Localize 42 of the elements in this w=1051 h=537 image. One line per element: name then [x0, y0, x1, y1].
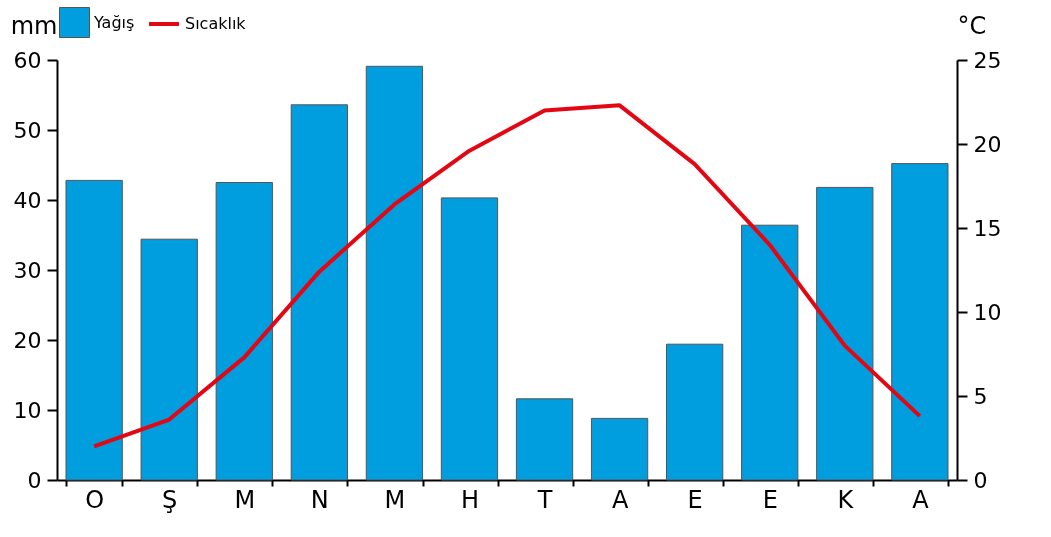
y-tick-label: 50 — [13, 117, 42, 143]
y-tick-label: 10 — [13, 397, 42, 423]
x-tick-label: O — [85, 485, 105, 514]
x-tick-label: E — [687, 485, 703, 514]
y-tick-label: 30 — [13, 257, 42, 283]
x-tick-label: H — [460, 485, 479, 514]
x-tick-label: M — [234, 485, 256, 514]
legend-label: Yağış — [93, 12, 135, 32]
bar — [891, 163, 949, 481]
x-tick-label: K — [837, 485, 855, 514]
y-tick-label: 0 — [27, 467, 42, 493]
bar — [290, 104, 348, 481]
x-tick-label: M — [384, 485, 406, 514]
y2-axis-title: °C — [957, 11, 987, 40]
bar — [666, 343, 724, 481]
y-tick-label: 60 — [13, 47, 42, 73]
x-tick-label: N — [310, 485, 329, 514]
x-tick-label: A — [912, 485, 930, 514]
bar — [365, 65, 424, 481]
bar — [515, 398, 574, 481]
bar — [140, 238, 198, 481]
line-series — [92, 103, 922, 449]
bar — [741, 224, 799, 481]
y2-tick-label: 5 — [973, 383, 988, 409]
bar — [215, 182, 273, 481]
y2-tick-label: 0 — [973, 467, 988, 493]
x-tick-label: E — [762, 485, 778, 514]
y-axis-title: mm — [10, 11, 58, 40]
y2-tick-label: 25 — [973, 47, 1002, 73]
y-tick-label: 40 — [13, 187, 42, 213]
legend-label: Sıcaklık — [185, 14, 247, 33]
y-tick-label: 20 — [13, 327, 42, 353]
y2-tick-label: 10 — [973, 299, 1002, 325]
bar — [440, 197, 499, 481]
bar — [590, 417, 649, 481]
x-tick-label: Ş — [162, 485, 178, 514]
bar — [65, 179, 123, 481]
x-tick-label: T — [536, 485, 553, 514]
y2-tick-label: 20 — [973, 131, 1002, 157]
x-tick-label: A — [611, 485, 629, 514]
y2-tick-label: 15 — [973, 215, 1002, 241]
bar — [816, 186, 874, 481]
